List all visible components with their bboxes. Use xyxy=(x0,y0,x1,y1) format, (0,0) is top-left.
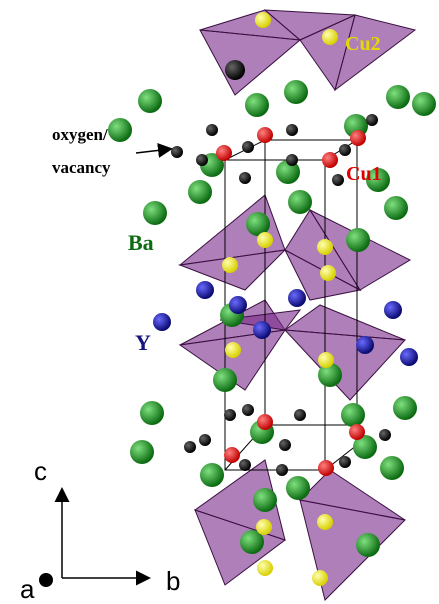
atom xyxy=(196,154,208,166)
atom xyxy=(213,368,237,392)
atom xyxy=(279,439,291,451)
axis-a xyxy=(39,573,53,587)
atom xyxy=(140,401,164,425)
atom xyxy=(288,190,312,214)
atom xyxy=(246,212,270,236)
atom xyxy=(153,313,171,331)
atom xyxy=(346,228,370,252)
axes-triad xyxy=(54,487,151,586)
atom xyxy=(276,160,300,184)
atom xyxy=(184,441,196,453)
atom xyxy=(245,93,269,117)
axis-label-a: a xyxy=(20,574,35,604)
atom xyxy=(317,239,333,255)
atom xyxy=(412,92,436,116)
label-oxygen: oxygen/ xyxy=(52,125,108,144)
atom xyxy=(206,124,218,136)
atom xyxy=(253,488,277,512)
atom xyxy=(108,118,132,142)
atom xyxy=(318,460,334,476)
atom xyxy=(222,257,238,273)
atom xyxy=(138,89,162,113)
atom xyxy=(366,168,390,192)
atom xyxy=(253,321,271,339)
atom xyxy=(257,560,273,576)
atom xyxy=(317,514,333,530)
atom xyxy=(240,530,264,554)
atom xyxy=(286,124,298,136)
atom xyxy=(356,336,374,354)
atom xyxy=(276,464,288,476)
atom xyxy=(257,414,273,430)
atom xyxy=(339,456,351,468)
atom xyxy=(216,145,232,161)
atom xyxy=(130,440,154,464)
atom xyxy=(225,60,245,80)
atom xyxy=(143,201,167,225)
label-y: Y xyxy=(135,330,151,355)
atom xyxy=(353,435,377,459)
atoms xyxy=(108,12,436,586)
polyhedron xyxy=(194,509,287,586)
atom xyxy=(286,476,310,500)
atom xyxy=(380,456,404,480)
atom xyxy=(332,174,344,186)
atom xyxy=(349,424,365,440)
polyhedron xyxy=(334,14,417,92)
atom xyxy=(294,409,306,421)
atom xyxy=(312,570,328,586)
atom xyxy=(171,146,183,158)
polyhedron xyxy=(199,29,302,96)
atom xyxy=(320,265,336,281)
atom xyxy=(384,301,402,319)
atom xyxy=(384,196,408,220)
atom xyxy=(322,152,338,168)
atom xyxy=(322,29,338,45)
pointer-arrow xyxy=(135,142,173,158)
atom xyxy=(257,232,273,248)
atom xyxy=(239,172,251,184)
atom xyxy=(339,144,351,156)
atom xyxy=(242,404,254,416)
atom xyxy=(284,80,308,104)
atom xyxy=(286,154,298,166)
axis-label-c: c xyxy=(34,456,47,486)
atom xyxy=(386,85,410,109)
label-ba: Ba xyxy=(128,230,154,255)
label-vacancy: vacancy xyxy=(52,158,111,177)
atom xyxy=(224,447,240,463)
atom xyxy=(318,363,342,387)
atom xyxy=(196,281,214,299)
label-cu2: Cu2 xyxy=(345,33,381,55)
atom xyxy=(400,348,418,366)
atom xyxy=(366,114,378,126)
atom xyxy=(200,463,224,487)
atom xyxy=(393,396,417,420)
atom xyxy=(318,352,334,368)
atom xyxy=(239,459,251,471)
atom xyxy=(350,130,366,146)
axis-label-b: b xyxy=(166,566,180,596)
atom xyxy=(199,434,211,446)
atom xyxy=(356,533,380,557)
atom xyxy=(341,403,365,427)
atom xyxy=(225,342,241,358)
atom xyxy=(379,429,391,441)
atom xyxy=(255,12,271,28)
polyhedron xyxy=(219,309,302,331)
atom xyxy=(188,180,212,204)
polyhedron xyxy=(283,329,407,401)
atom xyxy=(256,519,272,535)
atom xyxy=(242,141,254,153)
label-cu1: Cu1 xyxy=(346,163,382,185)
atom xyxy=(288,289,306,307)
atom xyxy=(229,296,247,314)
atom xyxy=(257,127,273,143)
atom xyxy=(224,409,236,421)
